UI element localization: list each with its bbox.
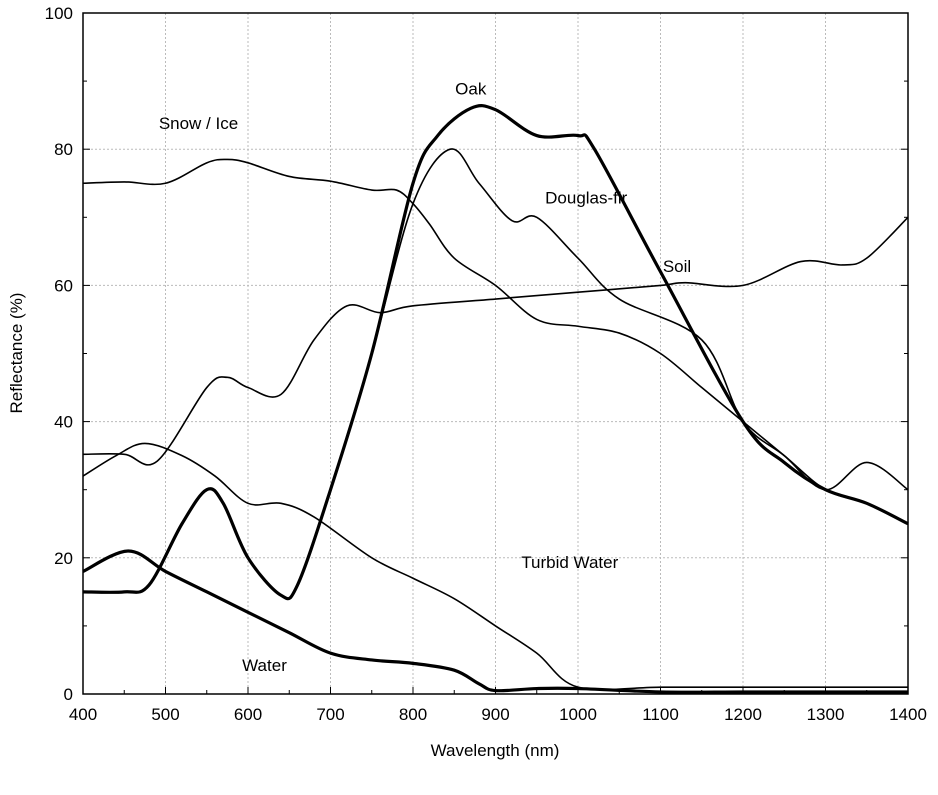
x-tick-label: 800	[399, 705, 427, 724]
series-label-douglas-fir: Douglas-fir	[545, 189, 628, 208]
series-lines	[82, 104, 909, 694]
y-tick-label: 0	[64, 685, 73, 704]
x-tick-label: 1200	[724, 705, 762, 724]
plot-frame	[82, 12, 909, 695]
x-tick-label: 1400	[889, 705, 927, 724]
series-label-snow-ice: Snow / Ice	[159, 114, 238, 133]
y-tick-label: 20	[54, 549, 73, 568]
series-line-water	[82, 549, 908, 694]
series-label-soil: Soil	[663, 257, 691, 276]
y-axis-label: Reflectance (%)	[7, 293, 26, 414]
series-labels: Snow / Ice Soil Oak Douglas-fir Turbid Water…	[159, 80, 691, 675]
y-tick-label: 60	[54, 276, 73, 295]
x-tick-label: 1100	[642, 705, 679, 724]
y-tick-label: 40	[54, 413, 73, 432]
series-label-water: Water	[242, 656, 287, 675]
series-line-turbid-water	[82, 442, 908, 691]
y-tick-label: 80	[54, 140, 73, 159]
x-tick-label: 500	[151, 705, 179, 724]
series-label-oak: Oak	[455, 80, 487, 99]
x-axis-label: Wavelength (nm)	[431, 741, 560, 760]
axis-ticks: 400 500 600 700 800 900 1000 1100 1200 1300 1400 0 2…	[45, 4, 927, 724]
series-line-oak	[82, 104, 909, 601]
series-line-soil	[82, 216, 909, 466]
x-tick-label: 600	[234, 705, 262, 724]
x-tick-label: 1300	[807, 705, 845, 724]
y-tick-label: 100	[45, 4, 73, 23]
x-tick-label: 400	[69, 705, 97, 724]
series-label-turbid-water: Turbid Water	[521, 553, 618, 572]
x-tick-label: 900	[481, 705, 509, 724]
series-line-douglas-fir	[329, 148, 909, 491]
x-tick-label: 700	[316, 705, 344, 724]
x-tick-label: 1000	[559, 705, 597, 724]
